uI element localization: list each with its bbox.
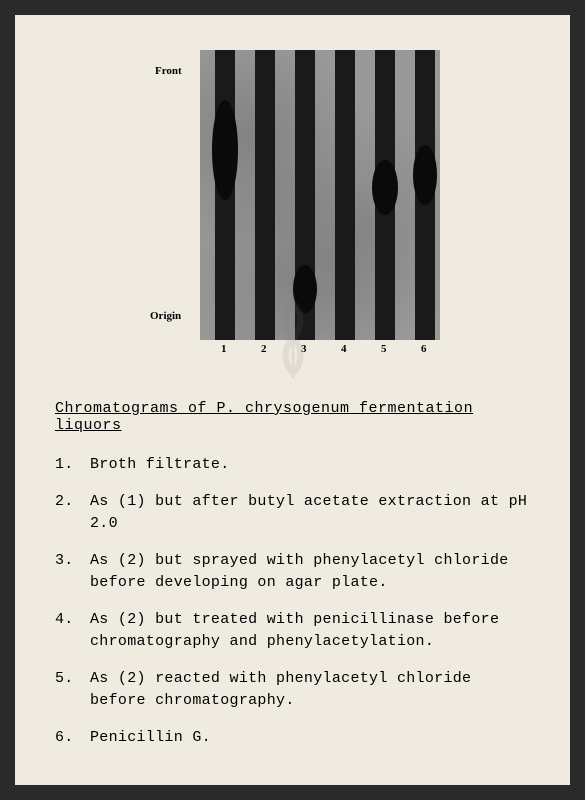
lane-number: 4 bbox=[341, 343, 347, 355]
legend-item-text: Broth filtrate. bbox=[90, 454, 530, 477]
chromatogram-spot bbox=[372, 160, 398, 215]
legend-item-text: As (2) but sprayed with phenylacetyl chl… bbox=[90, 550, 530, 595]
legend-item: 2.As (1) but after butyl acetate extract… bbox=[55, 491, 530, 536]
legend-item: 4.As (2) but treated with penicillinase … bbox=[55, 609, 530, 654]
label-front: Front bbox=[155, 65, 182, 77]
chromatogram-spot bbox=[212, 100, 238, 200]
legend-item-number: 4. bbox=[55, 609, 90, 654]
legend-item-text: As (2) but treated with penicillinase be… bbox=[90, 609, 530, 654]
lane-number: 3 bbox=[301, 343, 307, 355]
legend-item-number: 3. bbox=[55, 550, 90, 595]
lane bbox=[255, 50, 275, 340]
legend-item: 1.Broth filtrate. bbox=[55, 454, 530, 477]
legend-item-text: Penicillin G. bbox=[90, 727, 530, 750]
lane-number: 6 bbox=[421, 343, 427, 355]
legend-item: 3.As (2) but sprayed with phenylacetyl c… bbox=[55, 550, 530, 595]
document-page: Front Origin 1 2 3 4 5 6 Chromatograms of P. … bbox=[15, 15, 570, 785]
legend-list: 1.Broth filtrate.2.As (1) but after buty… bbox=[55, 454, 530, 749]
label-origin: Origin bbox=[150, 310, 181, 322]
lane-number: 1 bbox=[221, 343, 227, 355]
legend-item-number: 6. bbox=[55, 727, 90, 750]
legend-item-number: 1. bbox=[55, 454, 90, 477]
chromatogram-plate bbox=[200, 50, 440, 340]
chromatogram-spot bbox=[293, 265, 317, 313]
legend-item-number: 2. bbox=[55, 491, 90, 536]
chromatogram-spot bbox=[413, 145, 437, 205]
legend-item-number: 5. bbox=[55, 668, 90, 713]
figure-title: Chromatograms of P. chrysogenum fermenta… bbox=[55, 400, 530, 434]
legend-item: 6.Penicillin G. bbox=[55, 727, 530, 750]
legend-item-text: As (1) but after butyl acetate extractio… bbox=[90, 491, 530, 536]
figure-container: Front Origin 1 2 3 4 5 6 bbox=[55, 50, 530, 370]
lane-number: 2 bbox=[261, 343, 267, 355]
lane bbox=[335, 50, 355, 340]
legend-item-text: As (2) reacted with phenylacetyl chlorid… bbox=[90, 668, 530, 713]
legend-item: 5.As (2) reacted with phenylacetyl chlor… bbox=[55, 668, 530, 713]
lane-number: 5 bbox=[381, 343, 387, 355]
